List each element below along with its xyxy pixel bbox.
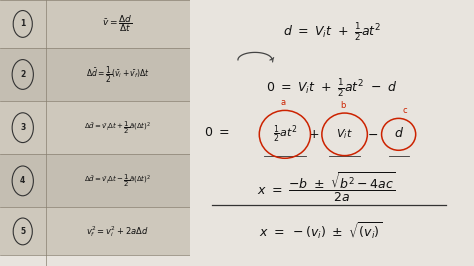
Bar [0,207,190,255]
Text: $x\ =\ \dfrac{-b\ \pm\ \sqrt{b^2-4ac}}{2a}$: $x\ =\ \dfrac{-b\ \pm\ \sqrt{b^2-4ac}}{2… [257,171,395,204]
Text: $d$: $d$ [393,126,404,140]
Text: b: b [340,101,346,110]
Text: 1: 1 [20,19,26,28]
Text: $-$: $-$ [367,128,379,141]
Text: $+$: $+$ [308,128,319,141]
Text: 3: 3 [20,123,26,132]
Bar [0,101,190,154]
Text: 2: 2 [20,70,26,79]
Text: $V_i t$: $V_i t$ [336,127,353,141]
Text: $0\ =$: $0\ =$ [204,127,229,139]
Text: $\Delta\bar{d} = \dfrac{1}{2}(\bar{v}_i + \bar{v}_f)\Delta t$: $\Delta\bar{d} = \dfrac{1}{2}(\bar{v}_i … [85,64,150,85]
Text: 5: 5 [20,227,25,236]
Text: c: c [402,106,407,115]
Text: 4: 4 [20,176,26,185]
Text: $\Delta\bar{d} = \bar{v}_i\Delta t + \dfrac{1}{2}\bar{a}(\Delta t)^2$: $\Delta\bar{d} = \bar{v}_i\Delta t + \df… [84,120,151,136]
Text: $0\ =\ V_i t\ +\ \frac{1}{2}at^2\ -\ d$: $0\ =\ V_i t\ +\ \frac{1}{2}at^2\ -\ d$ [266,77,397,99]
Text: $x\ =\ -(v_i)\ \pm\ \sqrt{(v_i)}$: $x\ =\ -(v_i)\ \pm\ \sqrt{(v_i)}$ [259,221,382,242]
Text: $\Delta\bar{d} = \bar{v}_i\Delta t - \dfrac{1}{2}\bar{a}(\Delta t)^2$: $\Delta\bar{d} = \bar{v}_i\Delta t - \df… [84,173,151,189]
Text: $d\ =\ V_i t\ +\ \frac{1}{2}at^2$: $d\ =\ V_i t\ +\ \frac{1}{2}at^2$ [283,21,381,43]
Text: $\bar{v} = \dfrac{\Delta d}{\Delta t}$: $\bar{v} = \dfrac{\Delta d}{\Delta t}$ [102,14,133,34]
Bar [0,0,190,48]
Bar [0,48,190,101]
Bar [0,154,190,207]
Text: $v_f^2 = v_i^2 + 2a\Delta d$: $v_f^2 = v_i^2 + 2a\Delta d$ [86,224,149,239]
Text: $\frac{1}{2}at^2$: $\frac{1}{2}at^2$ [273,124,297,145]
Text: a: a [281,98,286,107]
